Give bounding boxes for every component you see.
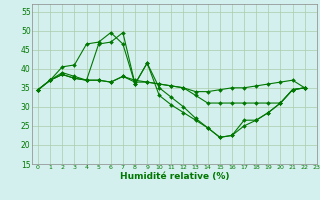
X-axis label: Humidité relative (%): Humidité relative (%) [120, 172, 229, 181]
